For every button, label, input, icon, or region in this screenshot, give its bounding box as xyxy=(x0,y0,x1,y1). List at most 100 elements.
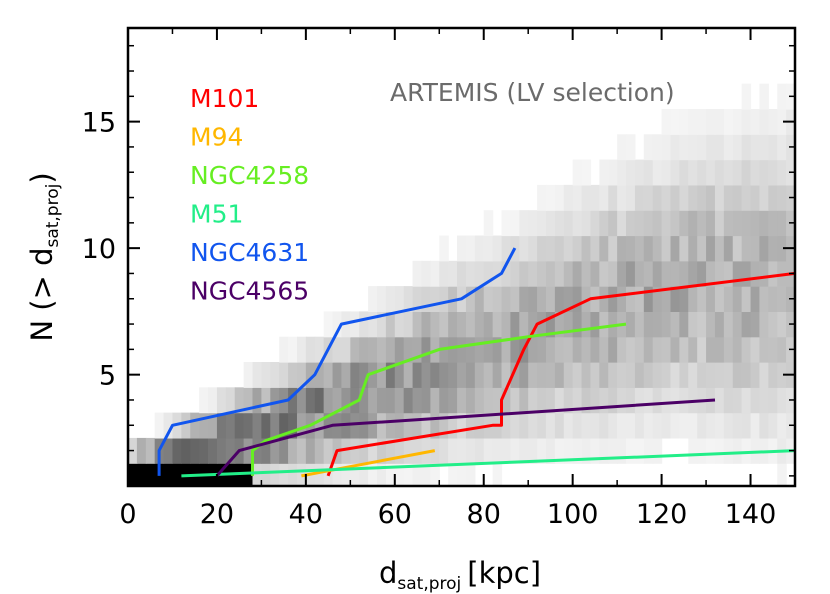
heatmap-cell xyxy=(634,235,645,262)
heatmap-cell xyxy=(617,437,627,464)
heatmap-cell xyxy=(341,387,351,414)
heatmap-cell xyxy=(759,412,769,439)
heatmap-cell xyxy=(714,134,725,161)
heatmap-cell xyxy=(732,362,743,388)
heatmap-cell xyxy=(545,387,556,414)
heatmap-cell xyxy=(457,311,467,338)
heatmap-cell xyxy=(563,336,574,363)
heatmap-cell xyxy=(572,387,583,414)
heatmap-cell xyxy=(768,210,778,237)
heatmap-cell xyxy=(528,210,538,237)
heatmap-cell xyxy=(483,387,494,414)
x-tick-label: 100 xyxy=(547,499,599,530)
heatmap-cell xyxy=(492,260,503,287)
heatmap-cell xyxy=(545,311,556,338)
heatmap-cell xyxy=(768,159,778,186)
heatmap-cell xyxy=(643,260,654,287)
heatmap-cell xyxy=(403,463,414,486)
heatmap-cell xyxy=(341,463,351,486)
heatmap-cell xyxy=(688,336,698,363)
heatmap-cell xyxy=(430,412,440,439)
heatmap-cell xyxy=(270,463,280,486)
heatmap-cell xyxy=(190,412,200,439)
heatmap-cell xyxy=(279,463,289,486)
heatmap-cell xyxy=(537,311,547,338)
heatmap-cell xyxy=(608,362,618,388)
heatmap-cell xyxy=(679,311,689,338)
heatmap-cell xyxy=(448,260,458,287)
heatmap-cell xyxy=(350,362,360,388)
heatmap-cell xyxy=(332,362,343,388)
heatmap-cell xyxy=(759,184,769,211)
heatmap-cell xyxy=(510,437,520,464)
heatmap-cell xyxy=(688,184,698,211)
heatmap-cell xyxy=(288,463,298,486)
heatmap-cell xyxy=(163,412,174,439)
heatmap-cell xyxy=(572,412,583,439)
heatmap-cell xyxy=(163,437,174,464)
heatmap-cell xyxy=(706,260,716,287)
heatmap-cell xyxy=(759,286,769,313)
heatmap-cell xyxy=(136,437,147,464)
heatmap-cell xyxy=(661,362,672,388)
heatmap-cell xyxy=(403,286,414,313)
heatmap-cell xyxy=(457,463,467,486)
legend-item-m101: M101 xyxy=(190,84,259,113)
heatmap-cell xyxy=(759,134,769,161)
heatmap-cell xyxy=(714,108,725,135)
heatmap-cell xyxy=(199,437,209,464)
heatmap-cell xyxy=(697,362,707,388)
heatmap-cell xyxy=(723,184,734,211)
heatmap-cell xyxy=(554,336,565,363)
heatmap-cell xyxy=(385,362,396,388)
heatmap-cell xyxy=(270,437,280,464)
legend-item-m51: M51 xyxy=(190,200,243,229)
heatmap-cell xyxy=(394,387,405,414)
heatmap-cell xyxy=(626,437,636,464)
heatmap-cell xyxy=(510,412,520,439)
heatmap-cell xyxy=(528,235,538,262)
heatmap-cell xyxy=(634,184,645,211)
heatmap-cell xyxy=(554,311,565,338)
heatmap-cell xyxy=(528,387,538,414)
heatmap-cell xyxy=(252,362,262,388)
x-tick-label: 140 xyxy=(725,499,777,530)
heatmap-cell xyxy=(314,412,325,439)
heatmap-cell xyxy=(750,336,761,363)
heatmap-cell xyxy=(350,387,360,414)
heatmap-cell xyxy=(216,412,227,439)
heatmap-cell xyxy=(634,260,645,287)
heatmap-cell xyxy=(492,437,503,464)
heatmap-cell xyxy=(448,286,458,313)
heatmap-cell xyxy=(537,387,547,414)
heatmap-cell xyxy=(732,235,743,262)
heatmap-cell xyxy=(296,387,307,414)
heatmap-cell xyxy=(661,108,672,135)
heatmap-cell xyxy=(421,336,431,363)
heatmap-cell xyxy=(474,362,485,388)
heatmap-cell xyxy=(483,286,494,313)
heatmap-cell xyxy=(608,286,618,313)
heatmap-cell xyxy=(208,437,218,464)
heatmap-cell xyxy=(768,412,778,439)
heatmap-cell xyxy=(216,387,227,414)
heatmap-cell xyxy=(572,184,583,211)
heatmap-cell xyxy=(706,159,716,186)
heatmap-cell xyxy=(403,387,414,414)
heatmap-cell xyxy=(394,311,405,338)
series-line-ngc4565 xyxy=(215,398,716,477)
x-tick-label: 120 xyxy=(636,499,688,530)
heatmap-cell xyxy=(661,159,672,186)
heatmap-cell xyxy=(377,286,387,313)
heatmap-cell xyxy=(350,412,360,439)
heatmap-cell xyxy=(750,286,761,313)
heatmap-cell xyxy=(661,286,672,313)
heatmap-cell xyxy=(545,362,556,388)
heatmap-cell xyxy=(617,235,627,262)
heatmap-cell xyxy=(652,184,663,211)
heatmap-cell xyxy=(732,311,743,338)
heatmap-cell xyxy=(652,260,663,287)
y-tick-label: 5 xyxy=(99,361,116,392)
heatmap-cell xyxy=(599,362,609,388)
heatmap-cell xyxy=(323,362,334,388)
